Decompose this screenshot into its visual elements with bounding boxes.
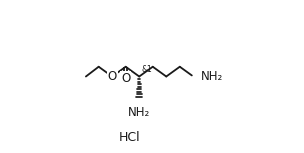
- Text: NH₂: NH₂: [128, 106, 150, 119]
- Text: O: O: [121, 72, 130, 85]
- Text: NH₂: NH₂: [201, 70, 223, 83]
- Text: O: O: [108, 70, 117, 83]
- Text: HCl: HCl: [119, 131, 140, 144]
- Text: &1: &1: [141, 65, 152, 74]
